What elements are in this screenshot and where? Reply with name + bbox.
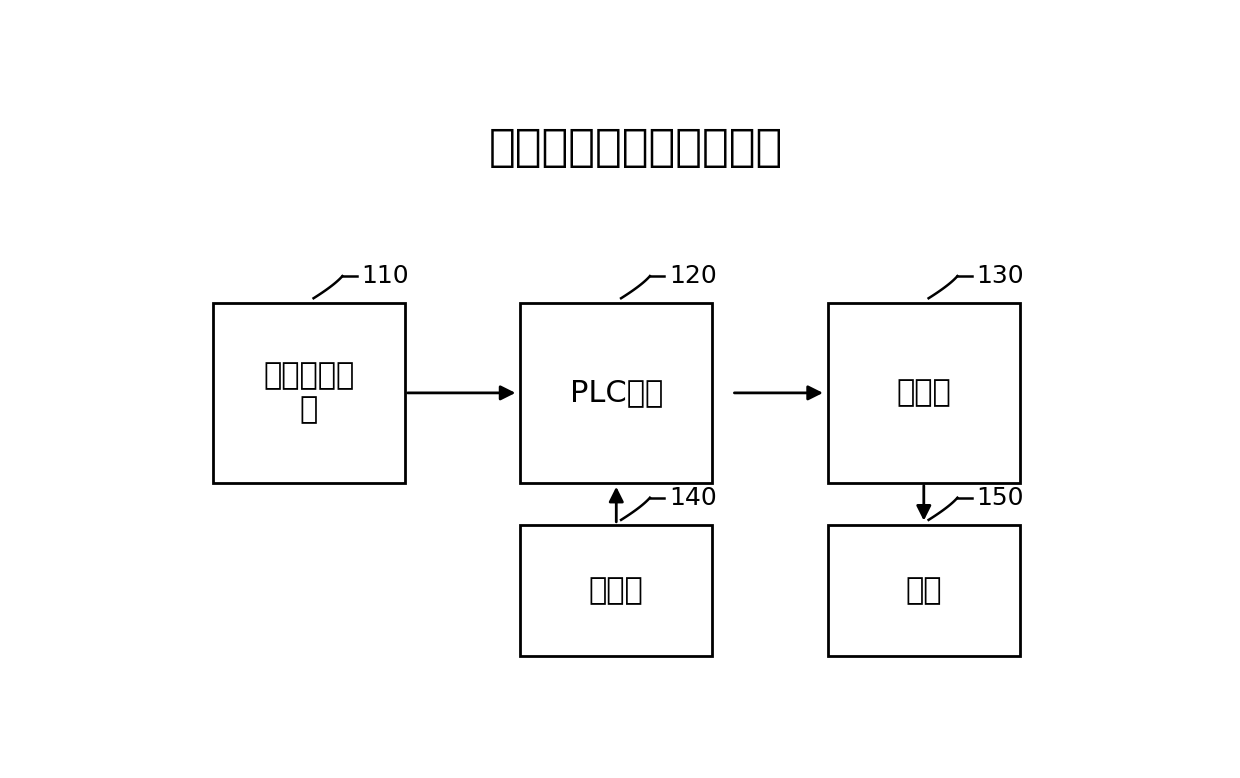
Text: 120: 120 (670, 264, 717, 288)
Text: 150: 150 (977, 485, 1024, 510)
Text: 130: 130 (977, 264, 1024, 288)
Text: 驱动器: 驱动器 (897, 378, 951, 408)
Bar (828, 524, 1019, 657)
Bar (828, 303, 1019, 482)
Text: 检测器: 检测器 (589, 576, 644, 605)
Text: PLC模块: PLC模块 (569, 378, 663, 408)
Text: 140: 140 (670, 485, 717, 510)
Bar (213, 303, 404, 482)
Text: 参数设置模
块: 参数设置模 块 (263, 362, 355, 424)
Text: 110: 110 (362, 264, 409, 288)
Bar (521, 303, 713, 482)
Text: 剪机: 剪机 (905, 576, 942, 605)
Bar (521, 524, 713, 657)
Text: 螺纹钢成品取样控制系统: 螺纹钢成品取样控制系统 (489, 126, 782, 169)
